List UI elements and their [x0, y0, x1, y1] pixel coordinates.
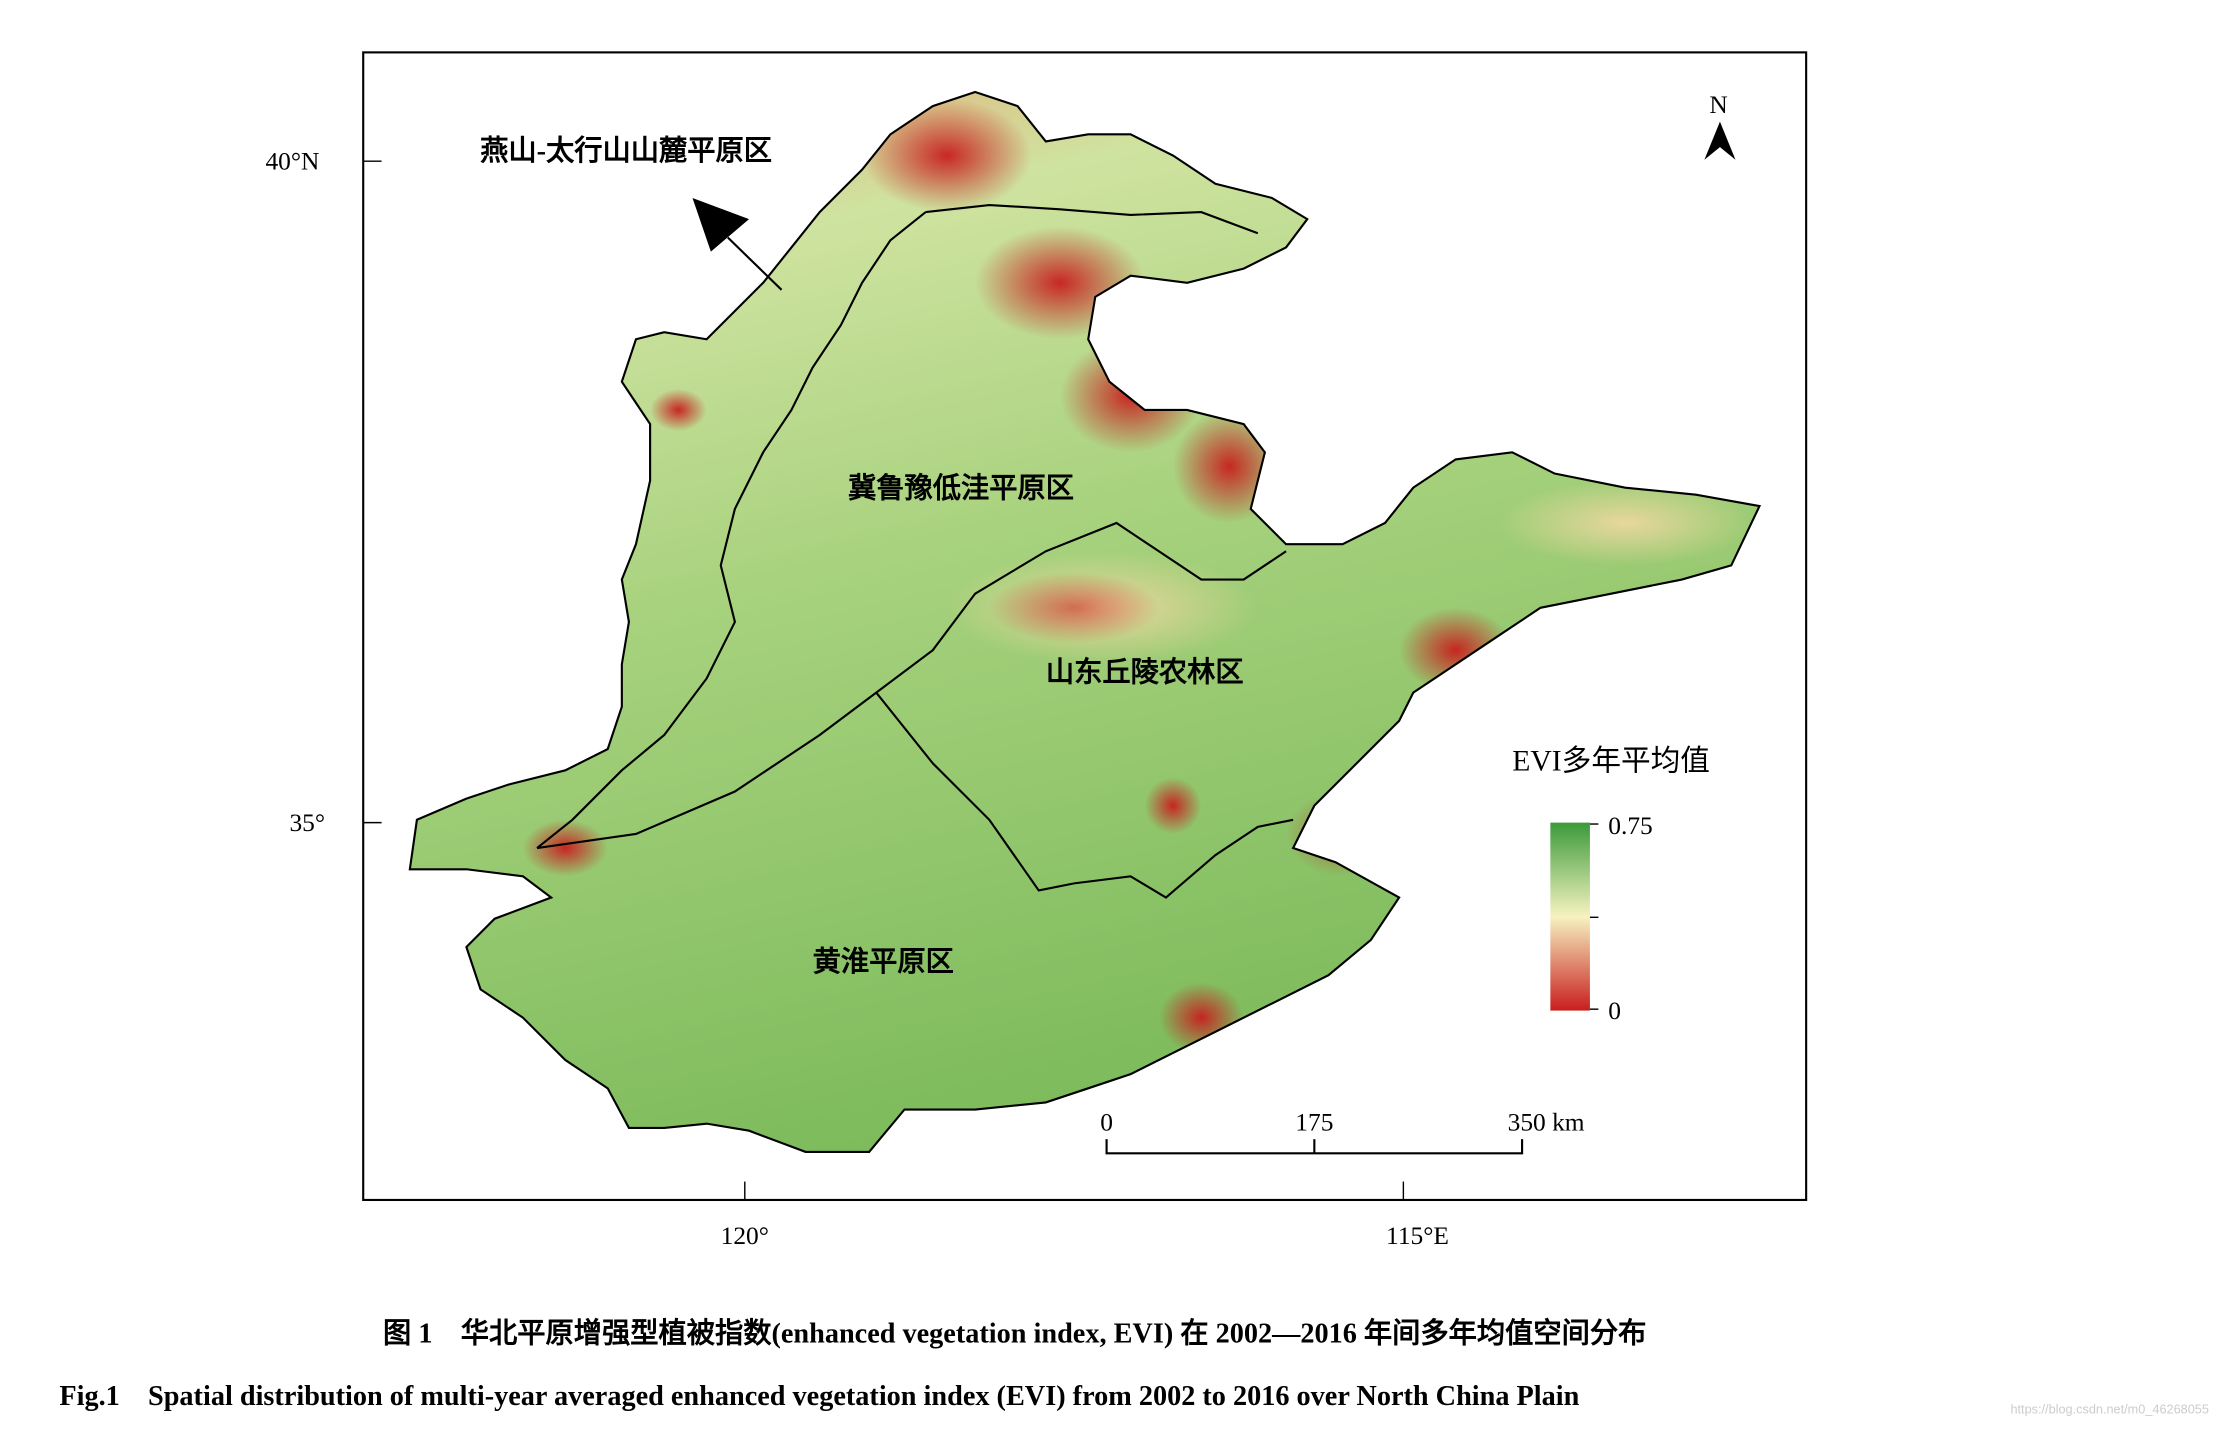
zone-boundary: [536, 521, 1287, 850]
pointer-arrow-head: [692, 197, 750, 252]
zone-boundary: [536, 211, 927, 849]
caption-cn: 图 1 华北平原增强型植被指数(enhanced vegetation inde…: [383, 1317, 1646, 1350]
lat-label: 40°N: [265, 147, 319, 176]
region-label: 燕山-太行山山麓平原区: [480, 134, 772, 167]
scale-label: 0: [1100, 1108, 1113, 1137]
region-label: 黄淮平原区: [813, 946, 954, 978]
map-frame: [362, 51, 1808, 1202]
lon-label: 120°: [721, 1221, 769, 1250]
lon-label: 115°E: [1386, 1221, 1449, 1250]
region-label: 冀鲁豫低洼平原区: [848, 472, 1074, 505]
scale-label: 175: [1295, 1108, 1333, 1137]
legend-label: 0: [1608, 996, 1621, 1025]
zone-boundary: [925, 203, 1259, 235]
scale-label: 350 km: [1508, 1108, 1585, 1137]
legend-label: 0.75: [1608, 811, 1652, 840]
watermark: https://blog.csdn.net/m0_46268055: [2010, 1401, 2208, 1416]
caption-en: Fig.1 Spatial distribution of multi-year…: [59, 1381, 1579, 1412]
north-arrow: [1704, 121, 1736, 160]
zone-boundary: [875, 691, 1294, 899]
lat-label: 35°: [289, 808, 325, 837]
region-label: 山东丘陵农林区: [1046, 655, 1244, 688]
color-bar: [1550, 822, 1590, 1011]
legend-title: EVI多年平均值: [1512, 744, 1710, 777]
pointer-arrow: [727, 236, 783, 291]
north-label: N: [1709, 90, 1727, 119]
